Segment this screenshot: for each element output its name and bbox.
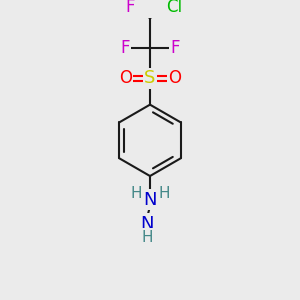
Text: N: N (140, 215, 154, 233)
Text: H: H (141, 230, 153, 244)
Text: N: N (143, 190, 157, 208)
Text: H: H (158, 186, 170, 201)
Text: F: F (171, 39, 180, 57)
Text: O: O (119, 69, 132, 87)
Text: F: F (125, 0, 135, 16)
Text: H: H (130, 186, 142, 201)
Text: S: S (144, 69, 156, 87)
Text: O: O (168, 69, 181, 87)
Text: Cl: Cl (167, 0, 182, 16)
Text: F: F (120, 39, 129, 57)
